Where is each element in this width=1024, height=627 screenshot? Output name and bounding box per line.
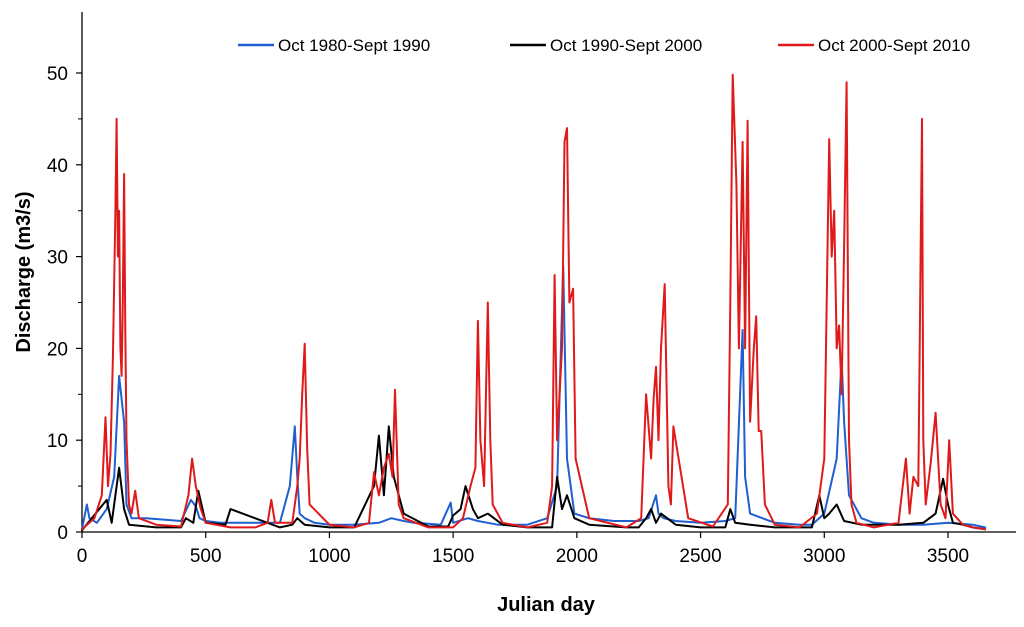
legend: Oct 1980-Sept 1990 Oct 1990-Sept 2000 Oct … bbox=[238, 36, 970, 55]
y-ticks: 0 10 20 30 40 50 bbox=[47, 64, 82, 544]
x-tick-label: 1500 bbox=[432, 546, 474, 567]
y-tick-label: 50 bbox=[47, 64, 68, 85]
x-ticks: 0 500 1000 1500 2000 2500 3000 3500 bbox=[77, 532, 969, 567]
x-tick-label: 1000 bbox=[308, 546, 350, 567]
x-tick-label: 2500 bbox=[679, 546, 721, 567]
x-tick-label: 3000 bbox=[803, 546, 845, 567]
y-tick-label: 30 bbox=[47, 248, 68, 269]
series-line-1 bbox=[81, 264, 987, 531]
y-tick-label: 0 bbox=[57, 523, 68, 544]
legend-label-2: Oct 1990-Sept 2000 bbox=[550, 36, 702, 55]
y-axis-title: Discharge (m3/s) bbox=[13, 191, 35, 352]
y-tick-label: 10 bbox=[47, 431, 68, 452]
x-tick-label: 500 bbox=[190, 546, 222, 567]
x-tick-label: 0 bbox=[77, 546, 88, 567]
x-tick-label: 3500 bbox=[927, 546, 969, 567]
y-tick-label: 20 bbox=[47, 339, 68, 360]
series-line-3 bbox=[81, 73, 987, 531]
legend-label-3: Oct 2000-Sept 2010 bbox=[818, 36, 970, 55]
legend-label-1: Oct 1980-Sept 1990 bbox=[278, 36, 430, 55]
x-tick-label: 2000 bbox=[556, 546, 598, 567]
y-tick-label: 40 bbox=[47, 156, 68, 177]
series-lines bbox=[81, 73, 987, 532]
axes bbox=[81, 12, 1016, 533]
x-axis-title: Julian day bbox=[497, 594, 596, 616]
